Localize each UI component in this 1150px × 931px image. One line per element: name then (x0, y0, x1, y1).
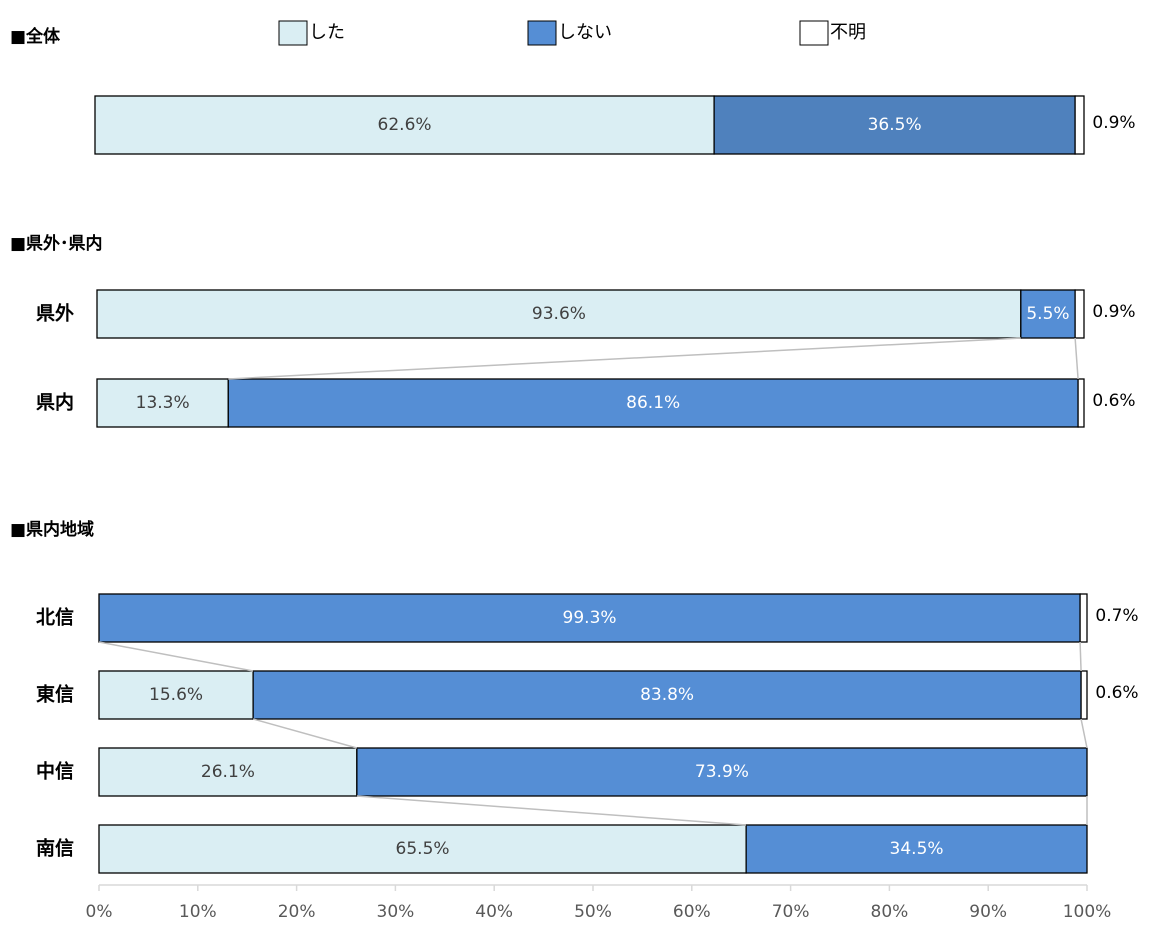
data-label-shinai: 73.9% (695, 762, 749, 782)
x-tick-label: 0% (86, 902, 113, 922)
connector-line (98, 641, 254, 672)
data-label-shita: 26.1% (201, 762, 255, 782)
data-label-shinai: 99.3% (563, 608, 617, 628)
legend-swatch-shinai (527, 20, 557, 46)
bar-segment-fumei (1079, 593, 1088, 643)
bar-segment-fumei (1074, 289, 1085, 339)
section-title: ■県外･県内 (10, 233, 103, 254)
bar-segment-shita (94, 95, 715, 155)
connector-line (228, 337, 1021, 380)
legend-label-fumei: 不明 (830, 22, 866, 43)
x-tick-label: 80% (871, 902, 909, 922)
bar-segment-shinai (98, 593, 1081, 643)
category-label: 北信 (36, 606, 74, 629)
legend-swatch-shita (278, 20, 308, 46)
category-label: 中信 (36, 760, 74, 783)
data-label-fumei: 0.6% (1092, 391, 1135, 411)
data-label-shinai: 36.5% (868, 115, 922, 135)
bar-segment-shinai (356, 747, 1088, 797)
x-tick-label: 10% (179, 902, 217, 922)
data-label-shita: 13.3% (136, 393, 190, 413)
connector-line (252, 718, 358, 749)
bar-segment-shita (96, 378, 229, 428)
data-label-shita: 93.6% (532, 304, 586, 324)
x-tick-label: 20% (278, 902, 316, 922)
data-label-shinai: 86.1% (626, 393, 680, 413)
bar-segment-shinai (227, 378, 1079, 428)
x-tick-label: 100% (1063, 902, 1112, 922)
bar-segment-fumei (1077, 378, 1085, 428)
bar-segment-shinai (713, 95, 1076, 155)
bar-segment-shita (96, 289, 1022, 339)
data-label-fumei: 0.7% (1095, 606, 1138, 626)
bar-segment-shinai (745, 824, 1088, 874)
legend-swatch-fumei (799, 20, 829, 46)
data-label-shinai: 83.8% (640, 685, 694, 705)
bar-segment-fumei (1074, 95, 1085, 155)
legend-label-shita: した (309, 22, 345, 43)
x-tick-label: 30% (377, 902, 415, 922)
category-label: 東信 (36, 683, 74, 706)
data-label-shita: 65.5% (396, 839, 450, 859)
connector-line (1074, 337, 1079, 380)
x-tick-label: 50% (574, 902, 612, 922)
x-tick-label: 40% (475, 902, 513, 922)
data-label-shita: 62.6% (378, 115, 432, 135)
bar-segment-shita (98, 670, 254, 720)
data-label-shinai: 34.5% (890, 839, 944, 859)
bar-segment-shita (98, 824, 747, 874)
connector-line (1079, 641, 1082, 672)
legend-label-shinai: しない (558, 22, 612, 43)
data-label-fumei: 0.9% (1092, 113, 1135, 133)
x-tick-label: 60% (673, 902, 711, 922)
data-label-shita: 15.6% (149, 685, 203, 705)
category-label: 県外 (36, 302, 74, 325)
bar-segment-fumei (1080, 670, 1088, 720)
connector-line (356, 795, 747, 826)
x-tick-label: 70% (772, 902, 810, 922)
data-label-fumei: 0.9% (1092, 302, 1135, 322)
category-label: 南信 (36, 837, 74, 860)
bar-segment-shita (98, 747, 358, 797)
category-label: 県内 (36, 391, 74, 414)
section-title: ■県内地域 (10, 519, 94, 540)
connector-line (1080, 718, 1088, 749)
data-label-shinai: 5.5% (1026, 304, 1069, 324)
x-tick-label: 90% (969, 902, 1007, 922)
bar-segment-shinai (252, 670, 1082, 720)
data-label-fumei: 0.6% (1095, 683, 1138, 703)
section-title: ■全体 (10, 26, 61, 47)
